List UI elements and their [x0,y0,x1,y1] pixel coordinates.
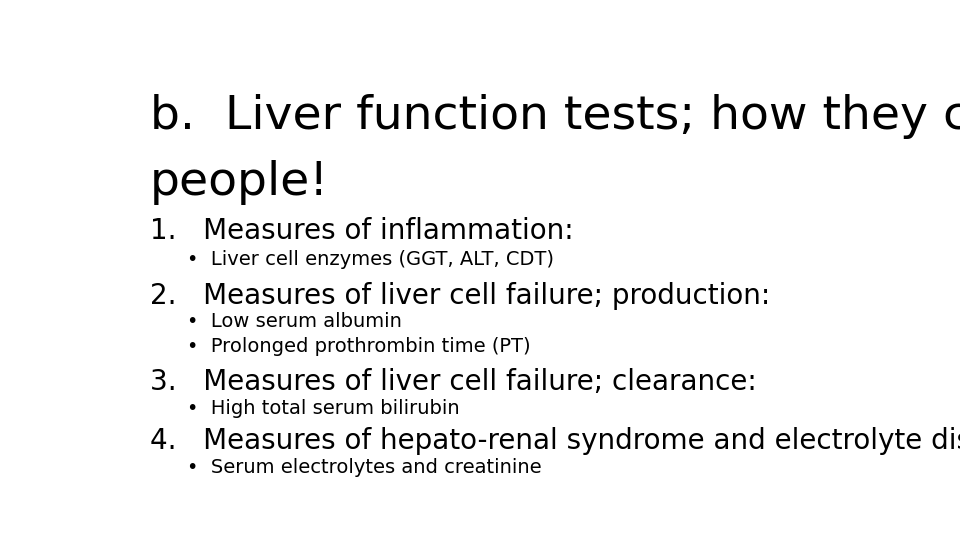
Text: •  High total serum bilirubin: • High total serum bilirubin [187,399,460,417]
Text: •  Low serum albumin: • Low serum albumin [187,312,402,331]
Text: •  Liver cell enzymes (GGT, ALT, CDT): • Liver cell enzymes (GGT, ALT, CDT) [187,250,554,269]
Text: 2.   Measures of liver cell failure; production:: 2. Measures of liver cell failure; produ… [150,282,770,310]
Text: 3.   Measures of liver cell failure; clearance:: 3. Measures of liver cell failure; clear… [150,368,756,396]
Text: b.  Liver function tests; how they confuse: b. Liver function tests; how they confus… [150,94,960,139]
Text: people!: people! [150,160,329,205]
Text: 1.   Measures of inflammation:: 1. Measures of inflammation: [150,217,573,245]
Text: 4.   Measures of hepato-renal syndrome and electrolyte disturbance;: 4. Measures of hepato-renal syndrome and… [150,427,960,455]
Text: •  Serum electrolytes and creatinine: • Serum electrolytes and creatinine [187,458,541,477]
Text: •  Prolonged prothrombin time (PT): • Prolonged prothrombin time (PT) [187,337,531,356]
